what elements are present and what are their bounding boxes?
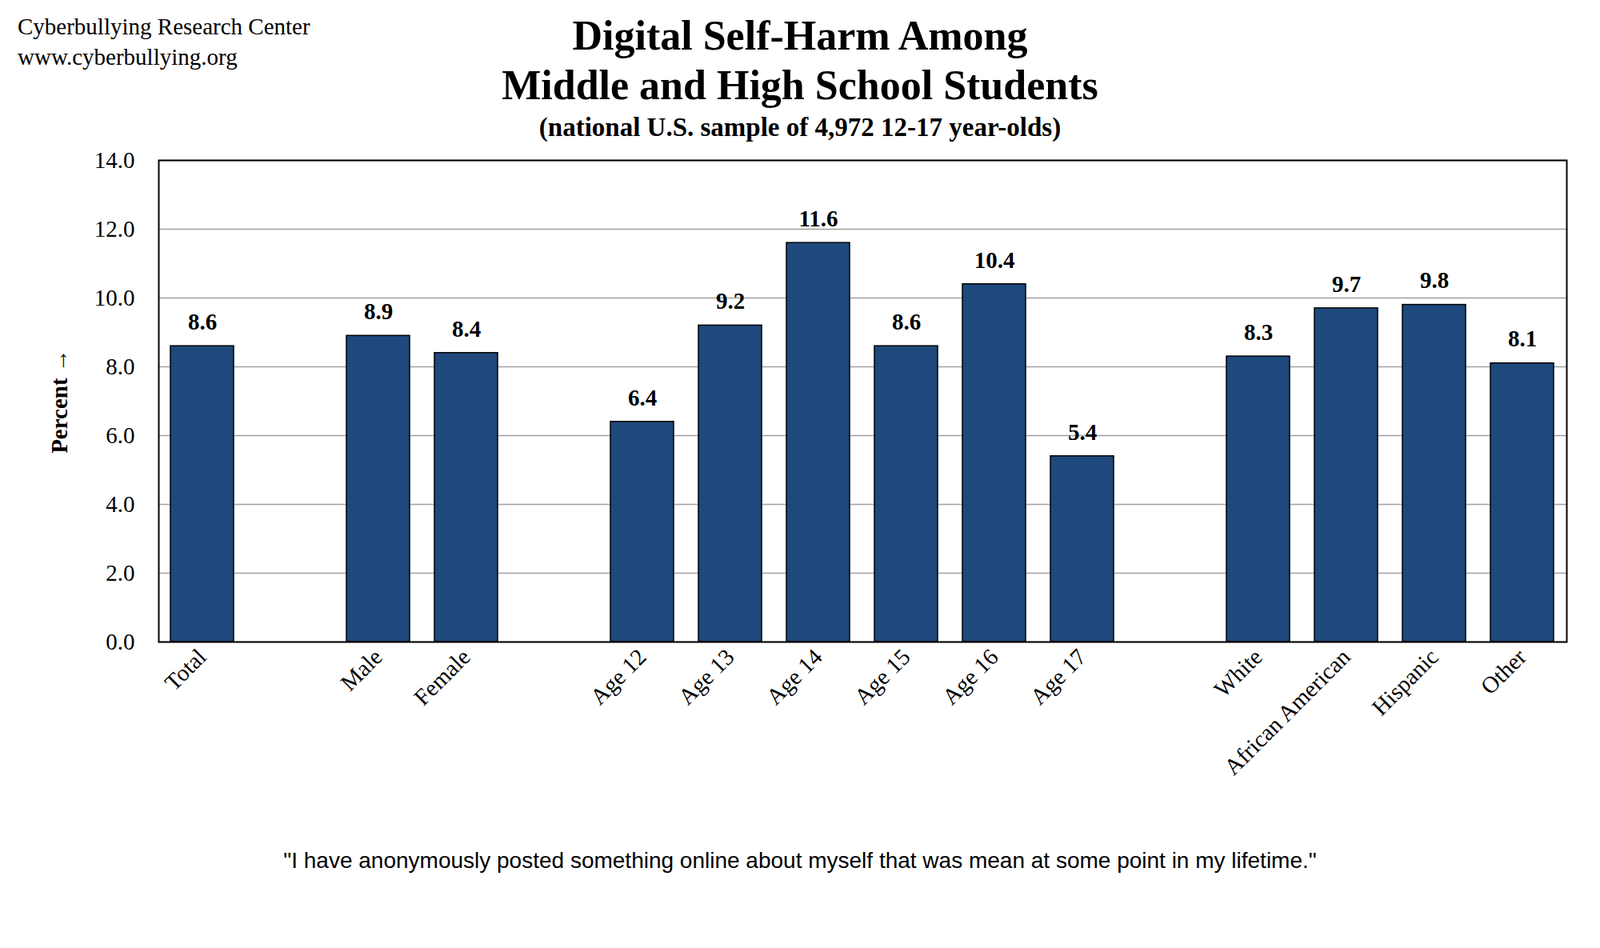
svg-text:Age 14: Age 14 xyxy=(760,643,828,710)
svg-text:11.6: 11.6 xyxy=(798,205,838,232)
svg-text:Age 17: Age 17 xyxy=(1024,644,1091,710)
svg-text:2.0: 2.0 xyxy=(105,560,135,586)
svg-text:Age 15: Age 15 xyxy=(848,644,915,710)
html-text:Cyberbullying Research Center: Cyberbullying Research Center xyxy=(17,13,311,40)
svg-text:8.3: 8.3 xyxy=(1244,319,1273,345)
svg-text:African American: African American xyxy=(1219,643,1356,780)
svg-text:12.0: 12.0 xyxy=(94,216,136,242)
svg-text:9.7: 9.7 xyxy=(1332,271,1361,297)
svg-text:8.4: 8.4 xyxy=(452,316,481,342)
html-text:Digital Self-Harm Among Middle: Digital Self-Harm Among Middle and High … xyxy=(501,12,1099,108)
svg-text:0.0: 0.0 xyxy=(105,628,135,655)
html-text:www.cyberbullying.org: www.cyberbullying.org xyxy=(17,44,238,70)
svg-text:9.8: 9.8 xyxy=(1420,267,1449,293)
svg-text:14.0: 14.0 xyxy=(94,152,136,173)
html-text:(national U.S. sample of 4,972: (national U.S. sample of 4,972 12-17 yea… xyxy=(539,112,1061,142)
svg-text:Age 12: Age 12 xyxy=(584,644,651,710)
svg-text:Hispanic: Hispanic xyxy=(1366,644,1444,721)
svg-text:Female: Female xyxy=(408,644,476,711)
svg-text:8.6: 8.6 xyxy=(188,308,217,335)
svg-text:9.2: 9.2 xyxy=(716,288,745,314)
svg-text:10.4: 10.4 xyxy=(974,247,1016,273)
svg-text:4.0: 4.0 xyxy=(105,491,135,517)
svg-text:8.6: 8.6 xyxy=(892,308,921,335)
svg-text:5.4: 5.4 xyxy=(1068,419,1097,445)
svg-text:6.0: 6.0 xyxy=(105,422,135,448)
svg-text:Percent →: Percent → xyxy=(46,348,72,454)
svg-text:Age 16: Age 16 xyxy=(936,644,1003,710)
svg-text:6.4: 6.4 xyxy=(628,384,657,411)
svg-text:8.1: 8.1 xyxy=(1508,325,1537,352)
svg-text:Male: Male xyxy=(335,644,388,696)
svg-text:Other: Other xyxy=(1475,643,1532,700)
svg-text:White: White xyxy=(1208,644,1268,703)
svg-text:8.0: 8.0 xyxy=(105,353,135,380)
svg-text:Total: Total xyxy=(159,644,211,696)
svg-text:Age 13: Age 13 xyxy=(672,644,739,710)
svg-text:8.9: 8.9 xyxy=(364,298,393,324)
svg-text:10.0: 10.0 xyxy=(94,284,136,311)
html-text:"I have anonymously posted som: "I have anonymously posted something onl… xyxy=(283,848,1317,873)
